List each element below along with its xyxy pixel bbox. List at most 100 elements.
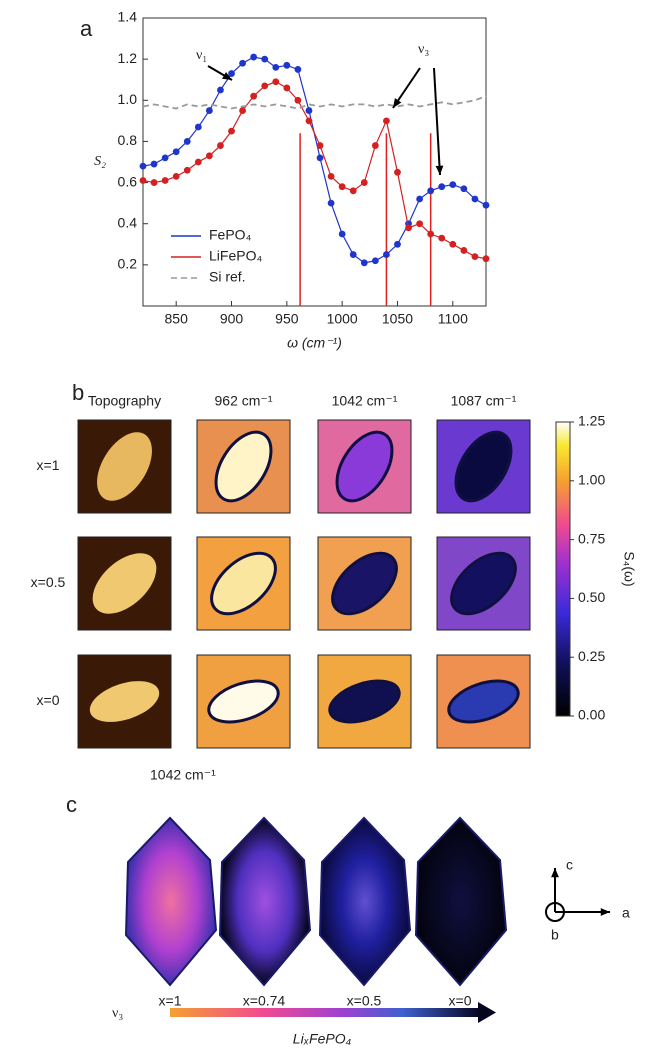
data-point — [250, 92, 258, 100]
colorbar — [555, 421, 571, 717]
x-tick-label: 850 — [165, 311, 189, 327]
axis-label: a — [622, 905, 630, 921]
data-point — [294, 96, 302, 104]
arrow-head — [600, 908, 610, 916]
crystal-label: x=0 — [449, 993, 472, 1009]
crystal — [89, 681, 160, 722]
data-point — [139, 162, 147, 170]
crystal — [97, 432, 152, 501]
panel-label: a — [80, 16, 93, 41]
crystal — [335, 430, 394, 503]
column-title: 1042 cm⁻¹ — [332, 393, 398, 409]
data-point — [471, 253, 479, 261]
data-point — [394, 240, 401, 248]
y-tick-label: 0.8 — [118, 132, 138, 148]
data-point — [305, 117, 313, 125]
plot-frame — [142, 17, 487, 307]
x-tick-label: 1050 — [382, 311, 413, 327]
data-point — [349, 187, 357, 195]
crystal-label: x=0.5 — [347, 993, 382, 1009]
column-title: 962 cm⁻¹ — [215, 393, 273, 409]
data-point — [194, 123, 202, 131]
data-point — [139, 177, 147, 184]
data-point — [283, 61, 291, 69]
row-label: x=0 — [37, 692, 60, 708]
data-point — [438, 183, 446, 191]
crystal-image — [218, 816, 312, 987]
data-point — [161, 154, 169, 162]
panel-label: b — [72, 380, 84, 405]
arrow-label: LiₓFePO₄ — [293, 1031, 352, 1047]
data-point — [283, 84, 291, 92]
data-point — [327, 199, 335, 207]
annotation: ν₁ — [196, 48, 207, 63]
data-point — [449, 240, 457, 248]
crystal — [454, 430, 513, 503]
data-point — [338, 230, 346, 238]
colorbar-label: S₄(ω) — [621, 551, 637, 586]
data-point — [449, 181, 457, 189]
arrow-head — [222, 71, 232, 80]
data-point — [183, 138, 191, 145]
data-point — [427, 187, 435, 195]
crystal — [92, 553, 157, 614]
data-point — [150, 160, 158, 168]
column-title: Topography — [88, 393, 161, 409]
y-tick-label: 1.0 — [118, 91, 138, 107]
axis-origin — [545, 902, 565, 922]
data-point — [172, 173, 180, 180]
column-title: 1087 cm⁻¹ — [451, 393, 517, 409]
panel-label: c — [66, 792, 77, 817]
data-point — [272, 63, 280, 71]
y-tick-label: 1.4 — [118, 9, 138, 25]
annotation: ν₃ — [418, 42, 429, 57]
data-point — [394, 168, 401, 176]
crystal-image — [318, 816, 412, 987]
arrow-head — [551, 868, 559, 878]
crystal — [447, 679, 520, 724]
data-point — [383, 117, 390, 125]
data-point — [205, 152, 213, 160]
x-axis-label: ω (cm⁻¹) — [287, 335, 342, 351]
y-tick-label: 0.4 — [118, 214, 138, 230]
arrow-left-label: ν₃ — [112, 1006, 123, 1021]
crystal-image — [414, 816, 508, 987]
x-tick-label: 950 — [275, 311, 299, 327]
gradient-arrow-head — [478, 1002, 496, 1023]
row-label: x=0.5 — [31, 574, 66, 590]
data-point — [383, 251, 390, 258]
data-point — [294, 66, 302, 73]
colorbar-tick-label: 0.00 — [578, 707, 605, 723]
axis-label: c — [566, 857, 573, 873]
data-point — [405, 224, 412, 232]
crystal-image — [124, 816, 218, 987]
data-point — [482, 255, 490, 263]
colorbar-tick-label: 1.25 — [578, 413, 605, 429]
colorbar-tick-label: 1.00 — [578, 472, 605, 488]
data-point — [194, 158, 202, 166]
data-point — [416, 220, 424, 228]
legend-label: Si ref. — [209, 269, 246, 285]
data-point — [471, 195, 479, 203]
data-point — [316, 142, 324, 149]
y-tick-label: 0.6 — [118, 173, 138, 189]
data-point — [261, 82, 269, 90]
crystal-label: x=1 — [159, 993, 182, 1009]
data-point — [416, 195, 424, 203]
arrow-head — [393, 98, 402, 108]
x-tick-label: 1100 — [438, 311, 468, 327]
y-tick-label: 0.2 — [118, 256, 138, 272]
data-point — [327, 173, 335, 180]
row-label: x=1 — [37, 457, 60, 473]
data-point — [183, 166, 191, 174]
arrow — [433, 67, 441, 176]
series-line — [142, 95, 487, 110]
colorbar-tick-label: 0.50 — [578, 589, 605, 605]
arrow-head — [435, 165, 444, 175]
data-point — [172, 148, 180, 156]
data-point — [228, 70, 235, 77]
crystal — [331, 551, 398, 616]
crystal — [210, 551, 277, 616]
crystal — [450, 551, 517, 616]
